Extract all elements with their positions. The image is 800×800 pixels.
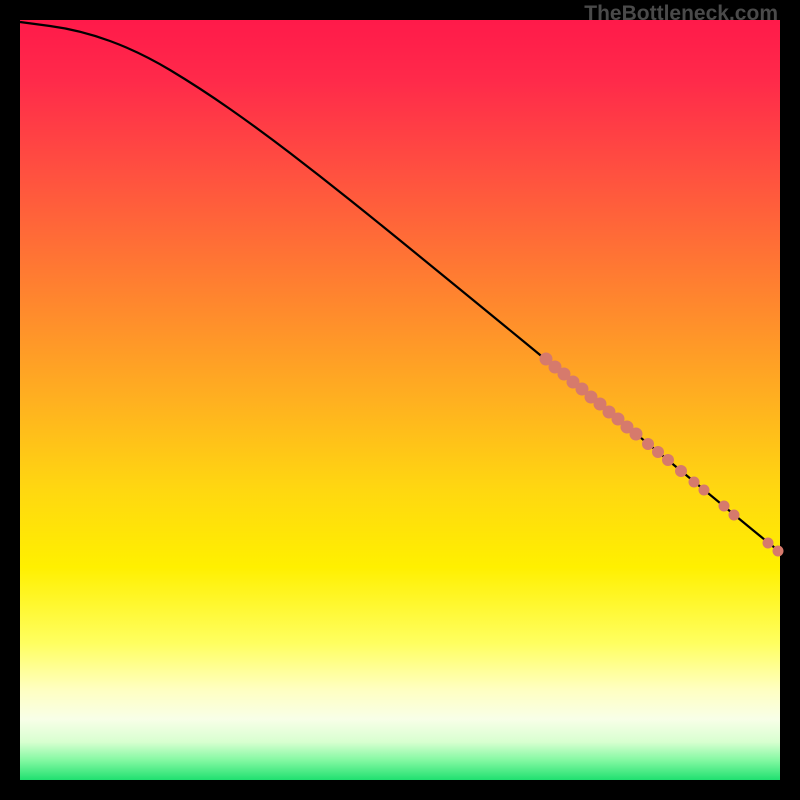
marker-point	[719, 501, 730, 512]
marker-point	[630, 428, 643, 441]
marker-point	[729, 510, 740, 521]
chart-container: TheBottleneck.com	[0, 0, 800, 800]
marker-point	[699, 485, 710, 496]
marker-point	[642, 438, 654, 450]
marker-point	[662, 454, 674, 466]
curve-line	[20, 22, 780, 552]
marker-point	[675, 465, 687, 477]
marker-point	[689, 477, 700, 488]
marker-point	[763, 538, 774, 549]
marker-point	[773, 546, 784, 557]
marker-point	[652, 446, 664, 458]
curve-layer	[0, 0, 800, 800]
